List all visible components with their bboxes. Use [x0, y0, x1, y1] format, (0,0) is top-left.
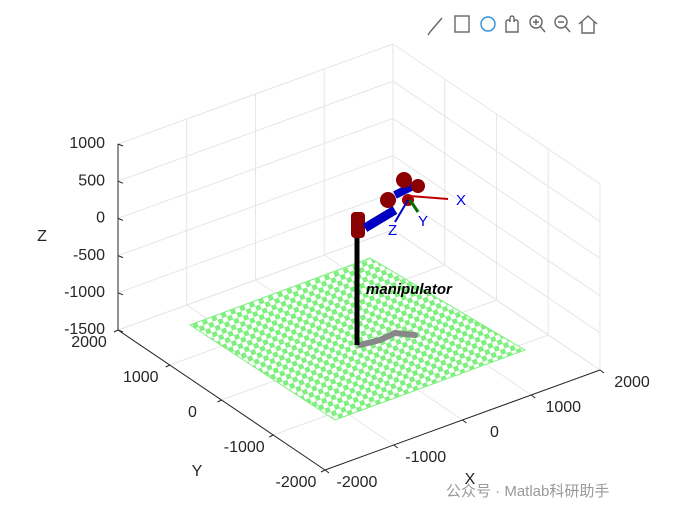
grid-line	[117, 80, 394, 182]
grid-line	[392, 229, 601, 371]
frame-y	[408, 199, 420, 213]
frame-x	[409, 195, 449, 200]
annotation: manipulator	[366, 281, 453, 298]
y-tick	[217, 399, 222, 403]
frame-label: Z	[388, 222, 397, 239]
robot-shadow	[357, 329, 418, 348]
grid-line	[392, 80, 601, 222]
z-tick	[117, 217, 124, 221]
x-axis-label: X	[465, 471, 476, 488]
grid-line	[117, 155, 394, 257]
frame-z	[394, 199, 409, 223]
grid-line	[117, 192, 394, 294]
z-tick-label: 0	[96, 210, 105, 227]
x-tick-label: 0	[490, 424, 499, 441]
z-tick	[117, 180, 124, 184]
grid-line	[392, 43, 601, 185]
y-tick-label: -1000	[224, 439, 265, 456]
zoom-in-icon[interactable]	[529, 15, 543, 29]
z-tick-label: -1000	[64, 284, 105, 301]
z-tick-label: 1000	[69, 135, 105, 152]
rotate-icon[interactable]	[480, 16, 496, 32]
z-tick-label: -1500	[64, 321, 105, 338]
grid-line	[392, 117, 601, 259]
home-icon[interactable]	[578, 15, 598, 34]
y-tick-label: 1000	[123, 369, 159, 386]
z-tick	[117, 255, 124, 259]
y-tick	[113, 329, 119, 333]
pan-icon[interactable]	[505, 15, 519, 33]
y-tick-label: 0	[188, 404, 197, 421]
z-tick-label: -500	[73, 247, 105, 264]
z-axis-label: Z	[37, 228, 47, 245]
x-tick	[530, 394, 536, 399]
grid-line	[117, 229, 394, 331]
toolbar	[427, 15, 598, 36]
z-tick	[117, 143, 124, 147]
y-axis-label: Y	[192, 463, 203, 480]
grid-line	[392, 155, 601, 297]
frame-label: X	[456, 192, 466, 209]
y-tick	[269, 434, 274, 438]
x-tick	[462, 419, 467, 424]
grid-line	[392, 192, 601, 334]
zoom-out-icon[interactable]	[554, 15, 568, 29]
joint	[380, 192, 396, 208]
y-tick	[165, 364, 170, 368]
joint	[396, 172, 412, 188]
x-tick	[599, 369, 605, 374]
robot	[351, 172, 449, 348]
x-tick-label: 2000	[614, 374, 650, 391]
joint	[351, 212, 365, 238]
z-tick-label: 500	[78, 172, 105, 189]
brush-icon[interactable]	[427, 17, 443, 36]
frame-label: Y	[418, 213, 428, 230]
legend-icon[interactable]	[454, 15, 470, 33]
watermark: 公众号 · Matlab科研助手	[446, 483, 609, 500]
z-tick	[117, 329, 124, 333]
x-tick-label: -1000	[405, 449, 446, 466]
x-tick-label: 1000	[545, 399, 581, 416]
x-tick	[324, 469, 330, 474]
joint	[411, 179, 425, 193]
y-tick-label: 2000	[71, 334, 107, 351]
y-tick-label: -2000	[276, 474, 317, 491]
y-tick	[320, 469, 326, 473]
z-tick	[117, 292, 124, 296]
x-tick	[393, 444, 399, 449]
grid-line	[117, 43, 394, 145]
grid-line	[117, 117, 394, 219]
link	[362, 206, 398, 232]
x-tick-label: -2000	[337, 474, 378, 491]
